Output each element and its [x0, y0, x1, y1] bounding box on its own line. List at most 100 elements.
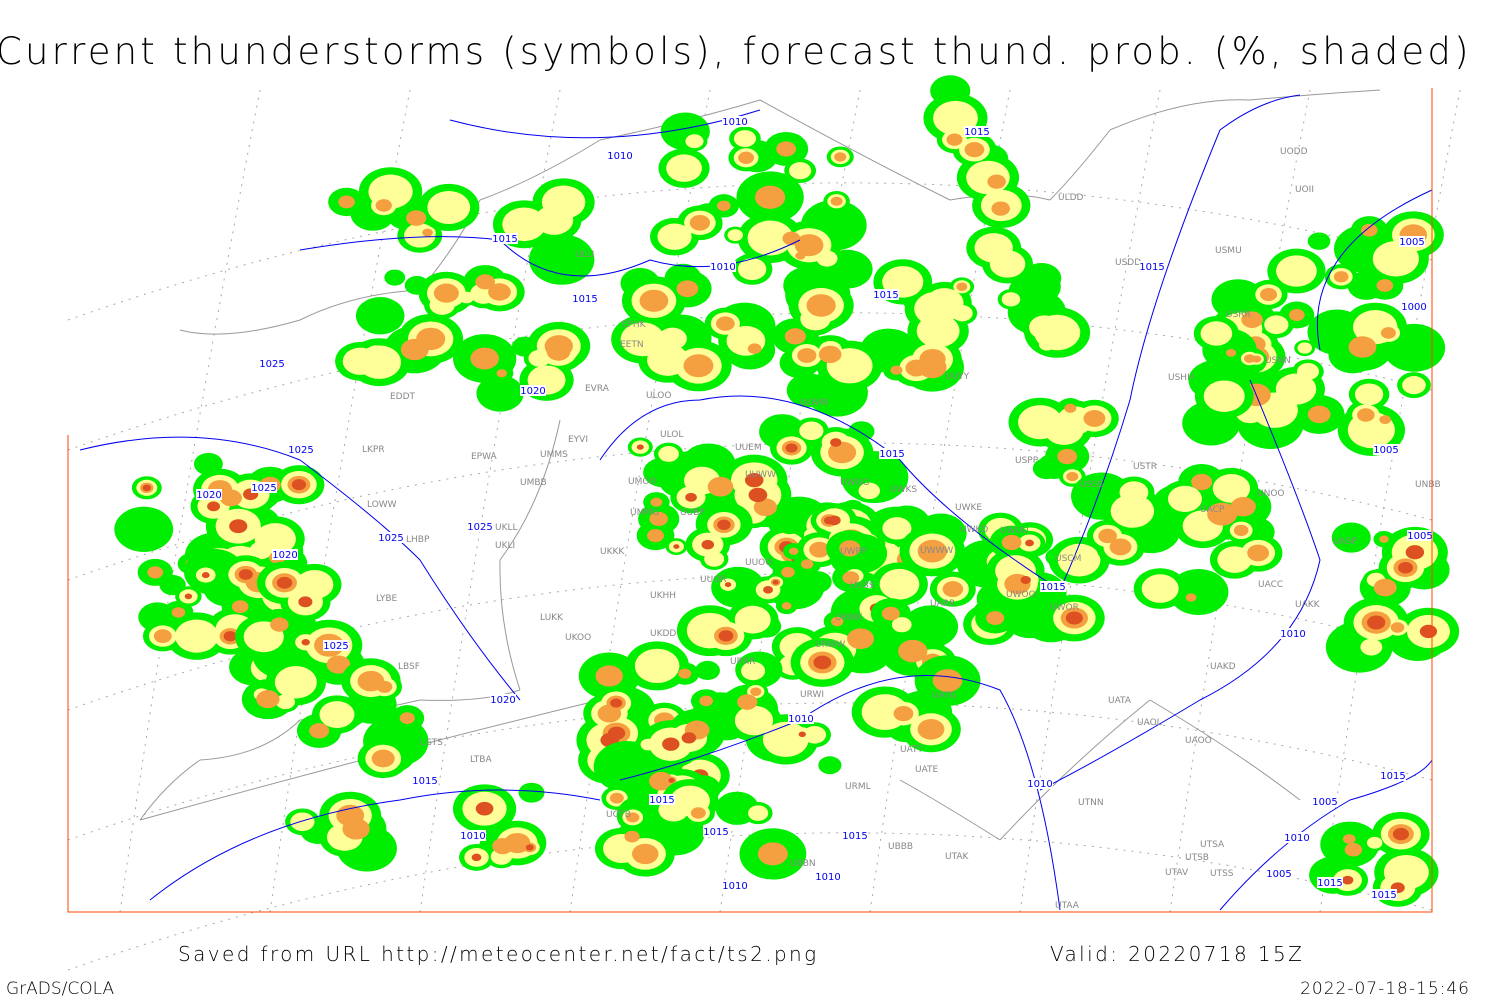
probability-cell: [818, 345, 842, 364]
probability-cell: [1025, 539, 1034, 547]
probability-cell: [1001, 534, 1022, 551]
probability-cell: [640, 738, 656, 751]
probability-cell: [839, 540, 861, 557]
coastline: [1049, 129, 1111, 201]
isobar-label: 1015: [1380, 771, 1405, 782]
probability-cell: [685, 492, 697, 502]
probability-cell: [546, 342, 571, 361]
isobar-label: 1010: [815, 872, 840, 883]
isobar-line: [1219, 759, 1433, 911]
isobar-label: 1025: [259, 359, 284, 370]
probability-cell: [818, 756, 842, 775]
probability-cell: [400, 338, 429, 361]
isobar-label: 1015: [412, 776, 437, 787]
probability-cell: [748, 805, 769, 821]
isobar-label: 1015: [879, 449, 904, 460]
isobar-label: 1015: [492, 234, 517, 245]
station-label: UGTB: [606, 810, 631, 820]
isobar-label: 1005: [1312, 797, 1337, 808]
probability-cell: [649, 511, 668, 527]
probability-cell: [1228, 286, 1251, 304]
station-label: UACP: [1200, 505, 1225, 515]
station-label: UWWW: [920, 546, 953, 556]
probability-cell: [475, 274, 496, 290]
isobar-label-bg: [490, 694, 516, 705]
isobar-labels: 1010 1010 1015 1015 1010 1015 1015 1015 1005 1000…: [196, 116, 1433, 901]
probability-cell: [1191, 473, 1213, 491]
isobar-label: 1015: [1040, 582, 1065, 593]
probability-cell: [1296, 362, 1320, 380]
coastline: [479, 139, 601, 201]
probability-cell: [683, 354, 714, 378]
probability-cell: [1288, 255, 1310, 272]
coastline: [179, 319, 301, 335]
probability-cell: [753, 498, 778, 517]
probability-cell: [309, 723, 330, 739]
probability-cell: [1390, 622, 1405, 633]
station-label: LYBE: [376, 594, 397, 604]
probability-cell: [695, 660, 720, 681]
probability-cell: [647, 529, 665, 543]
isobar-label: 1010: [1284, 833, 1309, 844]
isobar-label: 1025: [378, 533, 403, 544]
isobar-label-bg: [1401, 301, 1427, 312]
station-label: UMMG: [630, 508, 659, 518]
probability-cell: [798, 731, 806, 738]
station-label: UACC: [1258, 580, 1283, 590]
meridian-line: [569, 89, 711, 913]
probability-cell: [757, 842, 788, 866]
isobar-label-bg: [1040, 581, 1066, 592]
probability-cell: [828, 515, 841, 526]
station-label: UWKE: [955, 503, 982, 513]
probability-cell: [879, 568, 920, 600]
isobar-label-bg: [722, 880, 748, 891]
probability-cell: [114, 506, 174, 552]
probability-cell: [238, 569, 253, 580]
probability-cell: [828, 441, 857, 464]
probability-cell: [689, 214, 711, 231]
probability-cell: [609, 792, 624, 804]
probability-cell: [270, 617, 289, 632]
probability-cell: [184, 593, 193, 600]
probability-cell: [1357, 408, 1375, 422]
probability-cell: [666, 154, 702, 182]
station-label: UATA: [1108, 696, 1132, 706]
software-credit: GrADS/COLA: [6, 979, 115, 999]
probability-cell: [1331, 522, 1371, 553]
coastline: [419, 689, 521, 701]
station-label: UWPP: [840, 547, 867, 557]
isobar-label-bg: [460, 830, 486, 841]
source-url-text: Saved from URL http://meteocenter.net/fa…: [178, 942, 819, 966]
probability-cell: [275, 694, 296, 710]
probability-cell: [842, 571, 860, 585]
isobar-label: 1005: [1407, 531, 1432, 542]
isobar-label-bg: [492, 233, 518, 244]
probability-cell: [788, 547, 799, 555]
station-label: UTSB: [1185, 853, 1209, 863]
station-label: UODD: [1280, 147, 1308, 157]
station-label: USSS: [1080, 480, 1104, 490]
probability-cell: [1307, 405, 1331, 424]
station-label: UUOR: [700, 575, 727, 585]
probability-cell: [890, 365, 903, 375]
probability-cell: [1064, 403, 1077, 413]
probability-cell: [668, 777, 675, 783]
probability-cell: [290, 812, 315, 832]
probability-cell: [882, 517, 912, 540]
probability-cell: [399, 712, 415, 724]
coastline: [199, 719, 301, 761]
probability-cell: [647, 343, 689, 376]
probability-cell: [1207, 502, 1238, 526]
probability-cell: [1348, 336, 1377, 358]
probability-cell: [747, 220, 794, 256]
station-label: USHH: [1168, 373, 1194, 383]
station-label: ULLI: [575, 250, 594, 260]
probability-cell: [1392, 827, 1409, 841]
isobar-line: [449, 109, 761, 139]
probability-cell: [1241, 311, 1263, 328]
probability-cell: [788, 162, 812, 180]
isobar-label: 1015: [964, 127, 989, 138]
coastline: [299, 289, 421, 321]
probability-cell: [991, 201, 1011, 216]
probability-cell: [813, 655, 832, 670]
